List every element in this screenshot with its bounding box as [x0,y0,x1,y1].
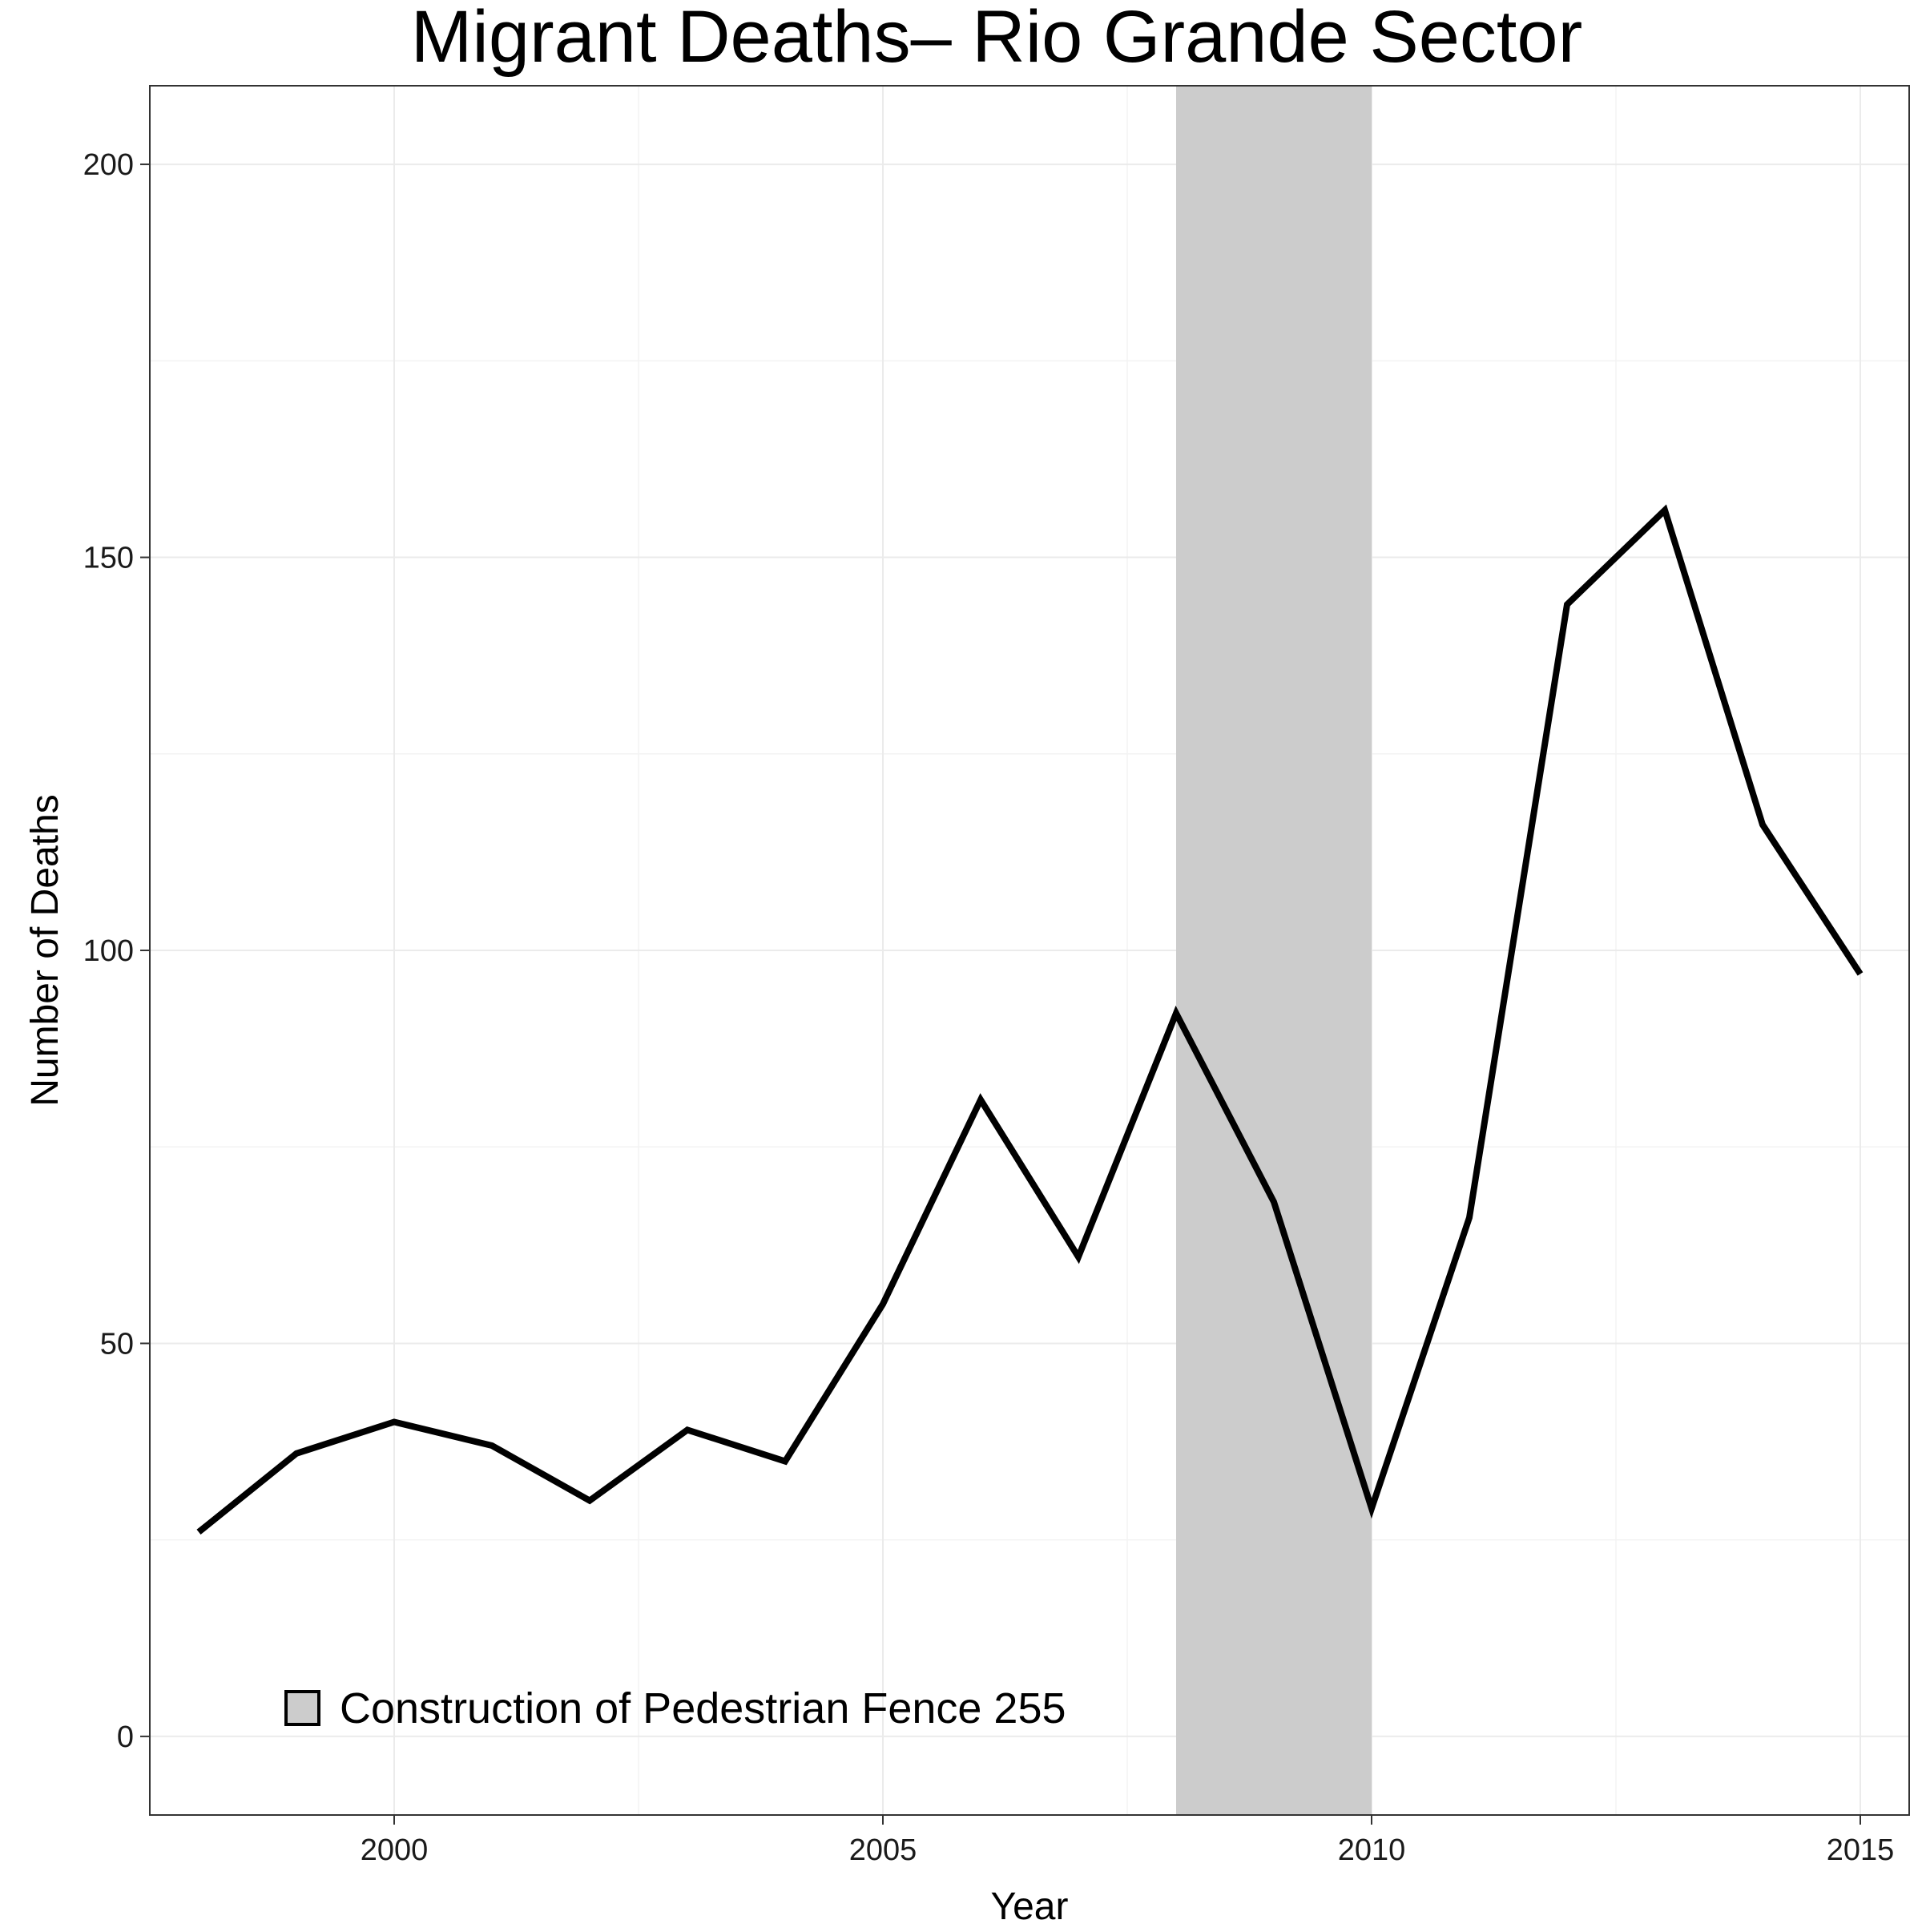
y-axis-label: Number of Deaths [24,794,66,1107]
x-tick-label: 2000 [361,1833,429,1867]
y-tick-label: 200 [83,148,134,182]
y-axis: 0 50 100 150 200 [83,148,150,1754]
x-tick-label: 2005 [849,1833,917,1867]
series-line [196,504,1864,1535]
chart-title: Migrant Deaths– Rio Grande Sector [411,0,1582,78]
x-tick-label: 2015 [1827,1833,1895,1867]
x-axis-label: Year [991,1886,1069,1928]
y-tick-label: 0 [117,1720,134,1754]
y-tick-label: 50 [100,1327,134,1361]
legend-key [284,1690,320,1726]
fence-construction-period [1176,86,1372,1815]
y-tick-label: 150 [83,542,134,575]
legend-label: Construction of Pedestrian Fence 255 [340,1684,1066,1732]
legend: Construction of Pedestrian Fence 255 [284,1684,1066,1732]
x-axis: 2000 2005 2010 2015 [361,1815,1895,1867]
y-tick-label: 100 [83,934,134,968]
x-tick-label: 2010 [1338,1833,1406,1867]
